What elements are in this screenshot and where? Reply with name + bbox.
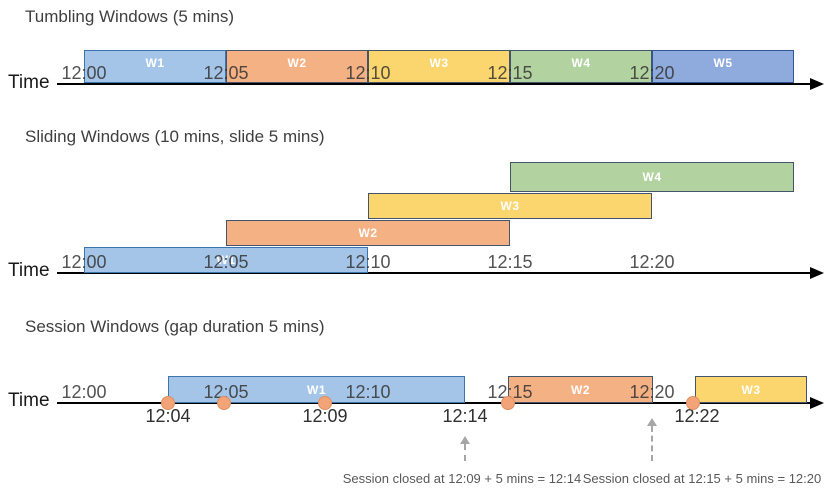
time-axis-label-session: Time: [8, 390, 50, 411]
window-label: W2: [571, 382, 590, 397]
tick-label-tumbling-0: 12:00: [61, 63, 107, 83]
event-dot: [686, 396, 700, 410]
tick-label-tumbling-4: 12:20: [629, 63, 675, 83]
tick-label-tumbling-2: 12:10: [345, 63, 391, 83]
session-closed-note-1: Session closed at 12:15 + 5 mins = 12:20: [582, 471, 822, 486]
dashed-arrow-up-icon-1: [647, 418, 657, 426]
dashed-arrow-up-icon-0: [460, 436, 470, 444]
session-closed-note-0: Session closed at 12:09 + 5 mins = 12:14: [342, 471, 582, 486]
tick-label-sliding-2: 12:10: [345, 252, 391, 272]
window-session-w2: W2: [508, 376, 653, 403]
window-sliding-w4: W4: [510, 162, 794, 192]
window-tumbling-w4: W4: [510, 50, 652, 83]
window-label: W1: [307, 382, 326, 397]
event-time-label-2: 12:14: [442, 406, 488, 426]
tick-label-session-2: 12:10: [345, 382, 391, 402]
window-tumbling-w2: W2: [226, 50, 368, 83]
time-axis-arrowhead-icon-tumbling: [810, 78, 824, 90]
time-axis-tumbling: [57, 83, 810, 85]
tick-label-sliding-1: 12:05: [203, 252, 249, 272]
window-label: W4: [642, 170, 662, 184]
window-label: W4: [571, 56, 591, 70]
time-axis-arrowhead-icon-session: [810, 397, 824, 409]
tick-label-session-4: 12:20: [629, 382, 675, 402]
window-session-w3: W3: [695, 376, 807, 403]
time-axis-session: [57, 402, 810, 404]
window-sliding-w3: W3: [368, 193, 652, 219]
section-title-session: Session Windows (gap duration 5 mins): [25, 317, 325, 336]
event-time-label-0: 12:04: [145, 406, 191, 426]
window-label: W1: [145, 56, 165, 70]
tick-label-sliding-4: 12:20: [629, 252, 675, 272]
dashed-arrow-shaft-1: [651, 426, 653, 461]
event-time-label-3: 12:22: [674, 406, 720, 426]
time-axis-sliding: [57, 272, 810, 274]
time-axis-label-tumbling: Time: [8, 72, 50, 93]
window-tumbling-w1: W1: [84, 50, 226, 83]
section-title-sliding: Sliding Windows (10 mins, slide 5 mins): [25, 127, 325, 146]
event-dot: [501, 396, 515, 410]
tick-label-session-1: 12:05: [203, 382, 249, 402]
tick-label-tumbling-3: 12:15: [487, 63, 533, 83]
tick-label-session-3: 12:15: [487, 382, 533, 402]
window-tumbling-w3: W3: [368, 50, 510, 83]
window-label: W5: [713, 56, 733, 70]
event-dot: [161, 396, 175, 410]
window-sliding-w2: W2: [226, 220, 510, 246]
event-time-label-1: 12:09: [302, 406, 348, 426]
window-label: W3: [741, 382, 761, 397]
window-label: W2: [287, 56, 307, 70]
event-dot: [318, 396, 332, 410]
window-label: W3: [500, 199, 520, 213]
tick-label-sliding-0: 12:00: [61, 252, 107, 272]
window-label: W2: [358, 226, 378, 240]
section-title-tumbling: Tumbling Windows (5 mins): [25, 7, 235, 26]
time-axis-arrowhead-icon-sliding: [810, 267, 824, 279]
time-axis-label-sliding: Time: [8, 260, 50, 281]
window-label: W3: [429, 56, 449, 70]
tick-label-sliding-3: 12:15: [487, 252, 533, 272]
dashed-arrow-shaft-0: [464, 444, 466, 461]
tick-label-tumbling-1: 12:05: [203, 63, 249, 83]
tick-label-session-0: 12:00: [61, 382, 107, 402]
event-dot: [217, 396, 231, 410]
window-sliding-w1: W1: [84, 247, 368, 273]
window-label: W1: [216, 253, 236, 267]
window-tumbling-w5: W5: [652, 50, 794, 83]
